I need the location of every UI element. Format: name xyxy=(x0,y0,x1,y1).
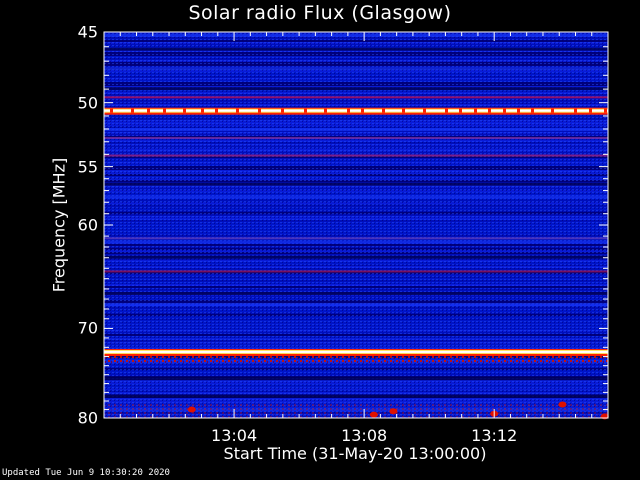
interference-line xyxy=(104,237,608,240)
y-tick-label: 50 xyxy=(77,93,98,113)
light-band xyxy=(104,303,608,307)
band-gap xyxy=(503,108,506,113)
bright-band-core xyxy=(104,350,608,353)
dark-band xyxy=(104,87,608,91)
burst-spot xyxy=(389,408,398,415)
band-gap xyxy=(531,108,534,113)
chart-title: Solar radio Flux (Glasgow) xyxy=(188,2,452,24)
updated-timestamp: Updated Tue Jun 9 10:30:20 2020 xyxy=(2,468,170,478)
x-tick-label: 13:04 xyxy=(211,426,258,445)
dark-band xyxy=(104,394,608,398)
band-gap xyxy=(110,108,113,113)
band-gap xyxy=(589,108,592,113)
y-tick-label: 60 xyxy=(77,215,98,235)
interference-line xyxy=(104,136,608,139)
band-gap xyxy=(459,108,462,113)
interference-line xyxy=(104,96,608,99)
dark-band xyxy=(104,182,608,186)
interference-line xyxy=(104,154,608,157)
band-gap xyxy=(147,108,150,113)
band-gap xyxy=(402,108,405,113)
band-gap xyxy=(201,108,204,113)
band-gap xyxy=(215,108,218,113)
interference-line xyxy=(104,270,608,273)
light-band xyxy=(104,195,608,199)
band-gap xyxy=(445,108,448,113)
low-band-activity xyxy=(104,403,608,418)
band-gap xyxy=(236,108,239,113)
light-band xyxy=(104,67,608,71)
band-gap xyxy=(347,108,350,113)
band-gap xyxy=(183,108,186,113)
spectrogram-image xyxy=(104,32,609,420)
band-gap xyxy=(324,108,327,113)
red-speckle-band xyxy=(104,355,608,364)
band-gap xyxy=(488,108,491,113)
band-gap xyxy=(163,108,166,113)
x-axis-label: Start Time (31-May-20 13:00:00) xyxy=(223,444,487,463)
band-gap xyxy=(131,108,134,113)
burst-spot xyxy=(369,411,378,418)
dark-band xyxy=(104,255,608,259)
plot-axes xyxy=(103,31,609,419)
burst-spot xyxy=(187,406,196,413)
band-gap xyxy=(281,108,284,113)
y-tick-label: 80 xyxy=(77,408,98,428)
band-gap xyxy=(604,108,607,113)
band-gap xyxy=(423,108,426,113)
light-band xyxy=(104,240,608,244)
bright-band-core xyxy=(104,109,608,112)
band-gap xyxy=(382,108,385,113)
burst-spot xyxy=(558,401,567,408)
y-tick-label: 45 xyxy=(77,22,98,42)
dark-band xyxy=(104,47,608,51)
y-tick-label: 70 xyxy=(77,318,98,338)
band-gap xyxy=(551,108,554,113)
dark-band xyxy=(104,292,608,296)
band-gap xyxy=(517,108,520,113)
band-gap xyxy=(258,108,261,113)
y-tick-label: 55 xyxy=(77,157,98,177)
band-gap xyxy=(574,108,577,113)
dark-band xyxy=(104,377,608,381)
x-tick-label: 13:08 xyxy=(341,426,388,445)
light-band xyxy=(104,127,608,131)
band-gap xyxy=(474,108,477,113)
band-gap xyxy=(304,108,307,113)
band-gap xyxy=(361,108,364,113)
light-band xyxy=(104,33,608,37)
x-tick-label: 13:12 xyxy=(471,426,518,445)
